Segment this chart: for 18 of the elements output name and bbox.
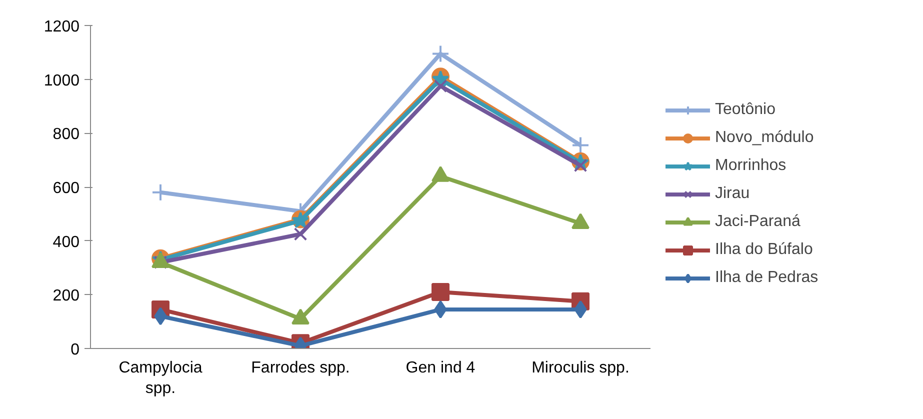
y-tick-label: 1200 <box>44 18 80 36</box>
legend-label: Ilha de Pedras <box>715 269 818 287</box>
x-tick-label: Farrodes spp. <box>251 360 350 376</box>
legend-label: Ilha do Búfalo <box>715 241 813 259</box>
y-tick-label: 1000 <box>44 72 80 90</box>
y-tick-label: 200 <box>52 288 80 305</box>
y-tick-label: 600 <box>52 180 80 197</box>
x-tick-label: Campylocia spp. <box>118 360 202 397</box>
legend-label: Jaci-Paraná <box>715 213 800 231</box>
x-tick-label: Miroculis spp. <box>532 360 630 376</box>
legend-label: Jirau <box>715 185 750 203</box>
legend-label: Novo_módulo <box>715 129 814 147</box>
y-tick-label: 800 <box>52 126 80 144</box>
y-tick-label: 0 <box>70 342 80 358</box>
y-tick-label: 400 <box>52 234 80 251</box>
legend-label: Teotônio <box>715 101 776 119</box>
x-tick-label: Gen ind 4 <box>406 360 476 376</box>
legend-label: Morrinhos <box>715 157 786 175</box>
